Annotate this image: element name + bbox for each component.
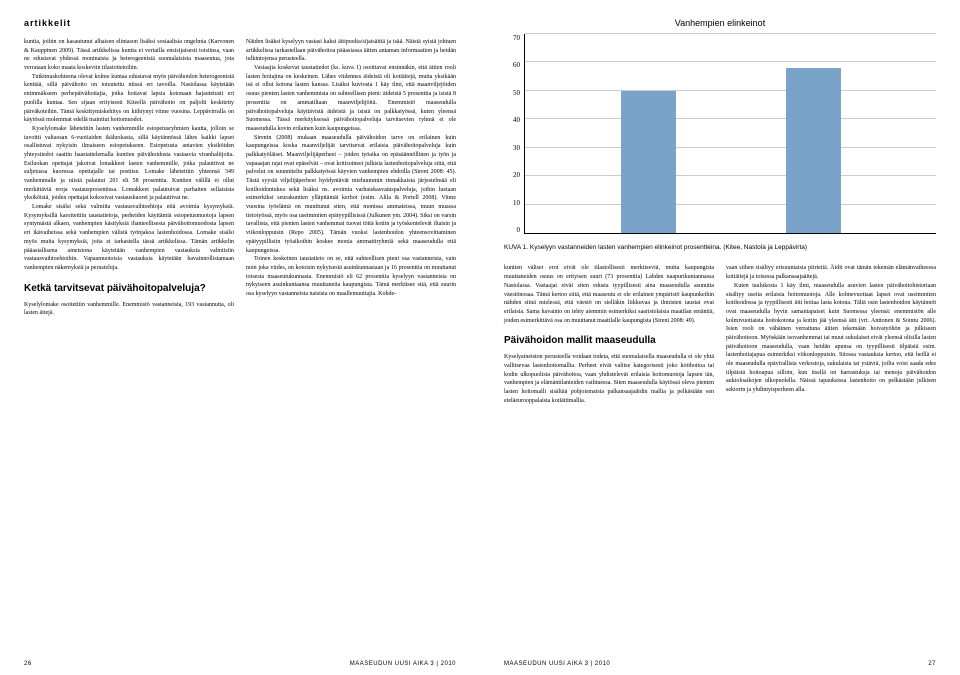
chart: Vanhempien elinkeinot 706050403020100 (504, 18, 936, 234)
left-col1-bottom: Kyselylomake osoitettiin vanhemmille. En… (24, 301, 234, 318)
page-number-right: 27 (928, 661, 936, 667)
subhead-1: Ketkä tarvitsevat päivähoitopalveluja? (24, 283, 234, 295)
footer-journal-left: MAASEUDUN UUSI AIKA 3 | 2010 (350, 661, 456, 667)
page-number-left: 26 (24, 661, 32, 667)
left-col2-body: Näiden lisäksi kyselyyn vastasi kaksi äi… (246, 38, 456, 299)
bar (786, 68, 841, 233)
y-axis: 706050403020100 (504, 34, 524, 234)
left-col1-body: kuntia, joihin on kasautunut alhaisen el… (24, 38, 234, 273)
right-col1-body: kuntien väliset erot eivät ole tilastoll… (504, 264, 714, 325)
plot-area (524, 34, 936, 234)
chart-caption: KUVA 1. Kyselyyn vastanneiden lasten van… (504, 244, 936, 252)
chart-title: Vanhempien elinkeinot (504, 18, 936, 28)
bar (621, 91, 676, 233)
section-label: artikkelit (24, 18, 456, 28)
subhead-2: Päivähoidon mallit maaseudulla (504, 335, 714, 347)
right-col1-bottom: Kyselyaineiston perusteella voidaan tode… (504, 353, 714, 405)
right-col2-body: vaan siihen sisältyy erisuuntaisia piirt… (726, 264, 936, 394)
footer-journal-right: MAASEUDUN UUSI AIKA 3 | 2010 (504, 661, 610, 667)
